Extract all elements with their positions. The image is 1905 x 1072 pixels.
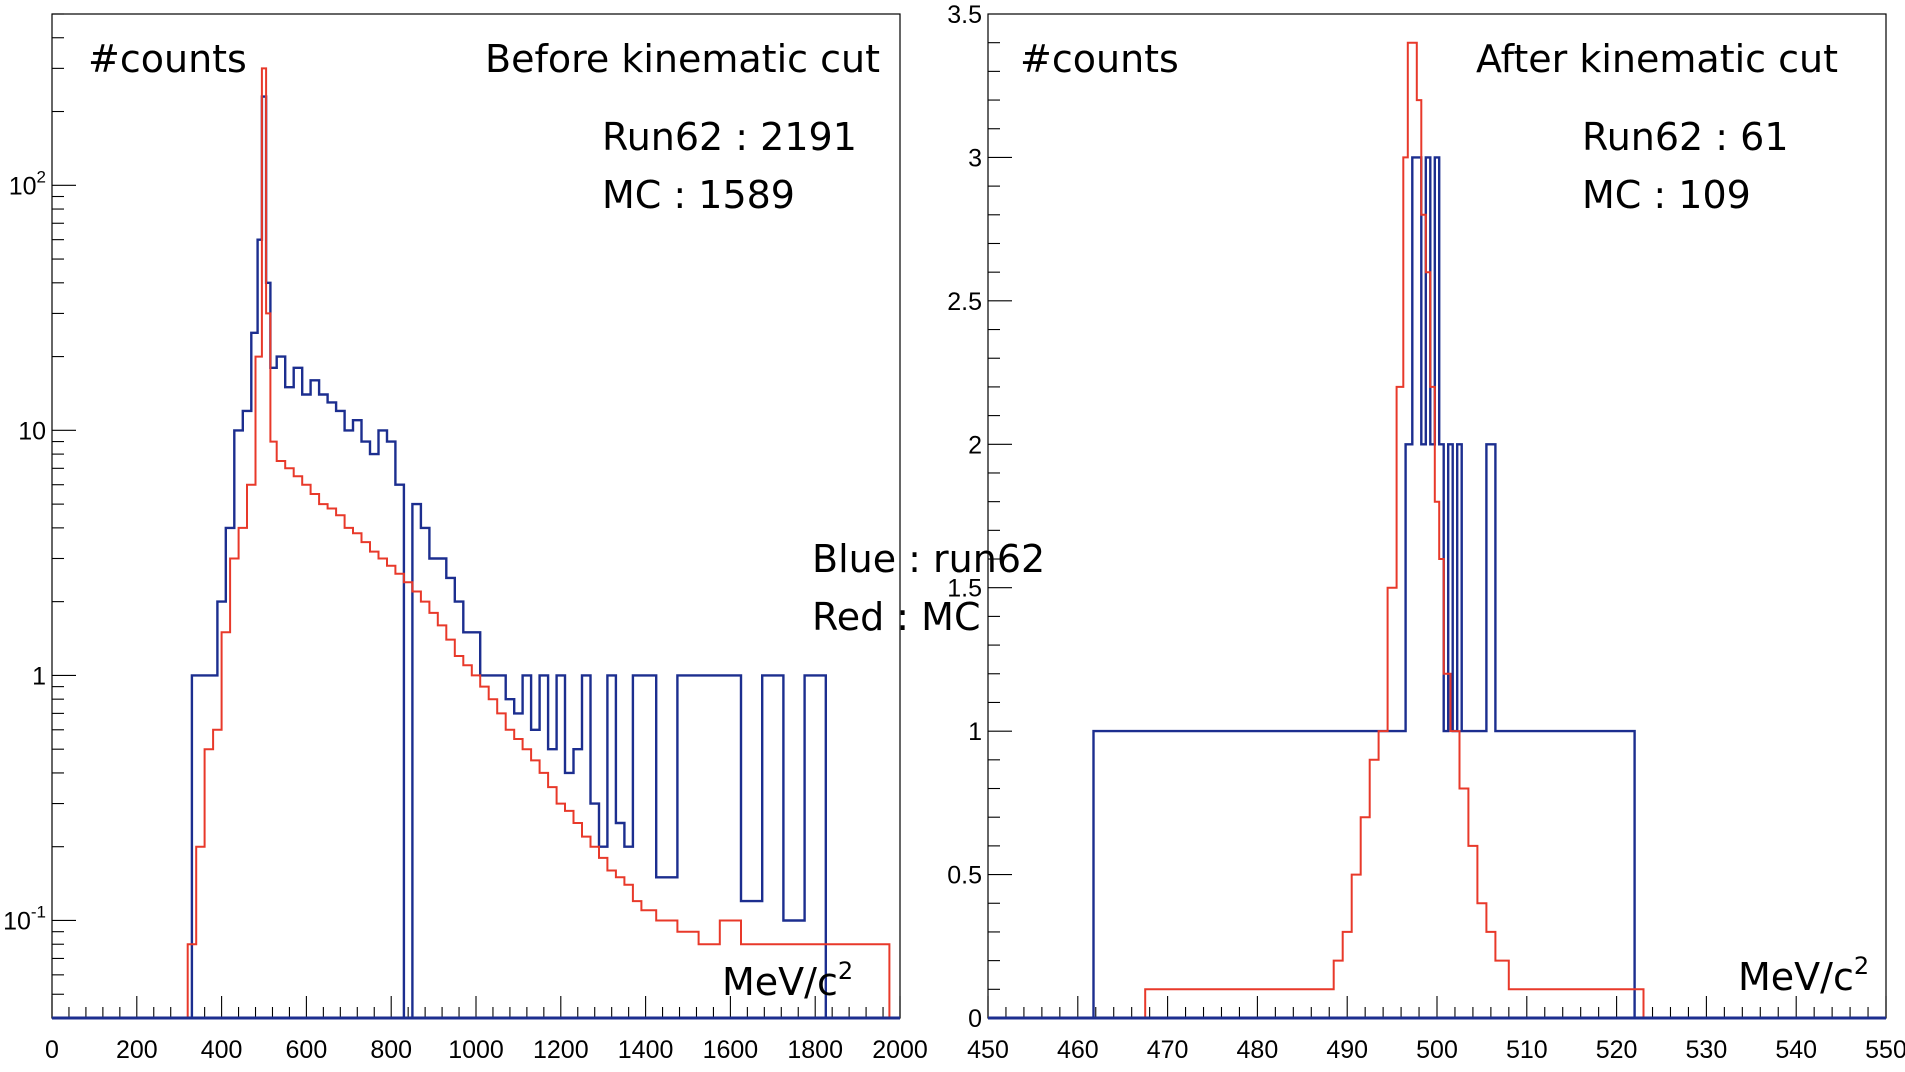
right-ytick-label: 0.5 (947, 862, 982, 890)
legend-blue-label: Blue : run62 (812, 537, 1045, 581)
right-ylabel: #counts (1020, 37, 1179, 81)
left-ytick-label: 1 (32, 662, 46, 690)
left-axis-ticks: 0 200 400 600 800 1000 1200 1400 1600 1800 2000 10-… (3, 13, 928, 1064)
right-ytick-label: 0 (968, 1005, 982, 1033)
left-stat-run62: Run62 : 2191 (602, 115, 857, 159)
right-ytick-label: 2 (968, 431, 982, 459)
right-panel: 450 460 470 480 490 500 510 520 530 540 550 0 0.5 1 1.… (947, 1, 1905, 1064)
left-xtick-label: 0 (45, 1036, 59, 1064)
legend-red-label: Red : MC (812, 595, 980, 639)
right-series-run62 (1092, 156, 1636, 1018)
left-xtick-label: 1000 (448, 1036, 504, 1064)
left-ytick-label: 10-1 (3, 902, 46, 935)
left-xtick-label: 200 (116, 1036, 158, 1064)
left-xtick-label: 1200 (533, 1036, 589, 1064)
left-xtick-label: 2000 (872, 1036, 928, 1064)
right-xunit: MeV/c2 (1738, 952, 1869, 999)
right-xtick-label: 540 (1775, 1036, 1817, 1064)
left-xtick-label: 800 (370, 1036, 412, 1064)
right-xtick-label: 520 (1596, 1036, 1638, 1064)
right-xtick-label: 450 (967, 1036, 1009, 1064)
left-xunit: MeV/c2 (722, 957, 853, 1004)
left-ytick-label: 10 (18, 417, 46, 445)
right-xtick-label: 480 (1237, 1036, 1279, 1064)
right-xunit-base: MeV/c (1738, 955, 1854, 999)
left-xunit-base: MeV/c (722, 960, 838, 1004)
left-series-group (52, 67, 900, 1020)
right-ytick-label: 3 (968, 144, 982, 172)
right-xunit-sup: 2 (1854, 952, 1869, 980)
left-ylabel: #counts (88, 37, 247, 81)
right-ytick-label: 1.5 (947, 575, 982, 603)
left-xtick-label: 600 (286, 1036, 328, 1064)
right-stat-run62: Run62 : 61 (1582, 115, 1789, 159)
left-plot-frame (51, 13, 901, 1019)
left-series-mc (186, 67, 891, 1018)
right-title: After kinematic cut (1476, 37, 1838, 81)
right-xtick-label: 490 (1326, 1036, 1368, 1064)
left-xtick-label: 1800 (787, 1036, 843, 1064)
right-stat-mc: MC : 109 (1582, 173, 1751, 217)
right-plot-frame (987, 13, 1887, 1019)
right-xtick-label: 460 (1057, 1036, 1099, 1064)
left-panel: 0 200 400 600 800 1000 1200 1400 1600 1800 2000 10-… (3, 13, 928, 1064)
left-xtick-label: 1600 (703, 1036, 759, 1064)
right-series-mc (1144, 41, 1645, 1018)
legend-note: Blue : run62 Red : MC (812, 537, 1045, 639)
right-xtick-label: 470 (1147, 1036, 1189, 1064)
right-ytick-label: 3.5 (947, 1, 982, 29)
right-ytick-label: 1 (968, 718, 982, 746)
left-series-run62 (190, 95, 827, 1020)
right-series-group (988, 41, 1886, 1020)
left-title: Before kinematic cut (485, 37, 880, 81)
left-stat-mc: MC : 1589 (602, 173, 795, 217)
right-xtick-label: 510 (1506, 1036, 1548, 1064)
left-xtick-label: 400 (201, 1036, 243, 1064)
right-ytick-label: 2.5 (947, 288, 982, 316)
right-xtick-label: 500 (1416, 1036, 1458, 1064)
left-xtick-label: 1400 (618, 1036, 674, 1064)
right-xtick-label: 550 (1865, 1036, 1905, 1064)
left-xunit-sup: 2 (838, 957, 853, 985)
left-ytick-label: 102 (9, 167, 46, 200)
right-axis-ticks: 450 460 470 480 490 500 510 520 530 540 550 0 0.5 1 1.… (947, 1, 1905, 1064)
right-xtick-label: 530 (1686, 1036, 1728, 1064)
